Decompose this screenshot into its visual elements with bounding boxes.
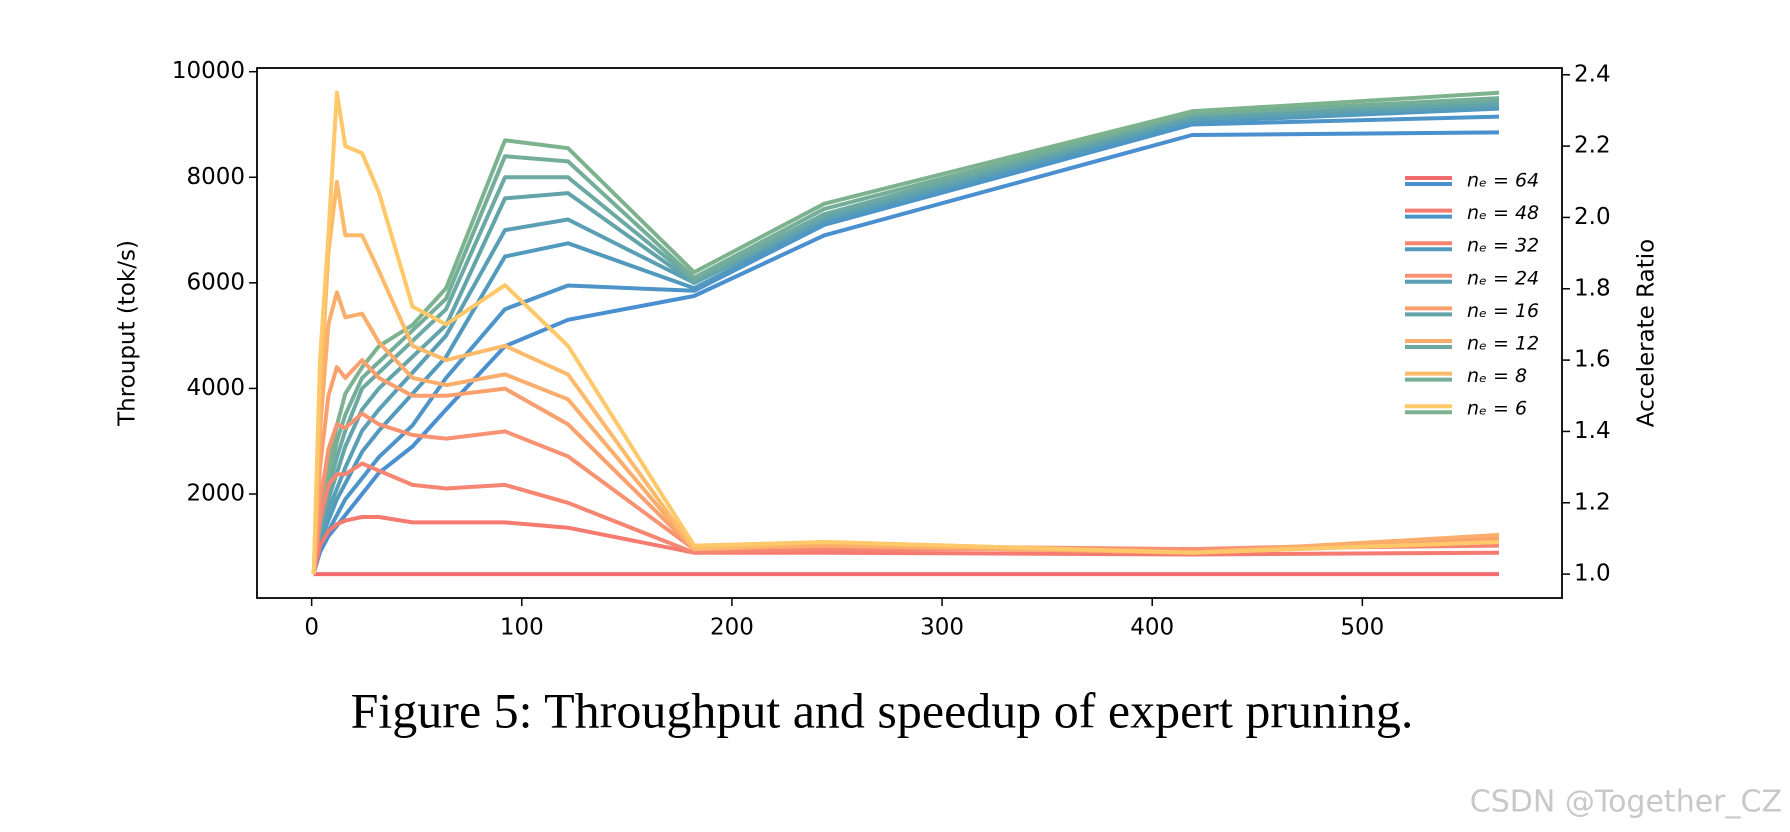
- legend-label: nₑ = 12: [1467, 333, 1539, 355]
- y-tick-label: 2000: [186, 481, 245, 507]
- series-line: [311, 358, 1500, 575]
- series-line: [311, 130, 1500, 574]
- y2-tick-label: 1.6: [1574, 347, 1611, 373]
- legend-label: nₑ = 32: [1467, 235, 1539, 257]
- y-tick-label: 8000: [186, 164, 245, 190]
- y2-tick-label: 2.2: [1574, 133, 1611, 159]
- legend-label: nₑ = 24: [1467, 267, 1539, 289]
- y-tick-label: 4000: [186, 375, 245, 401]
- y-tick-label: 6000: [186, 269, 245, 295]
- y2-axis-label: Accelerate Ratio: [1634, 239, 1660, 427]
- legend-label: nₑ = 48: [1467, 202, 1539, 224]
- caption: Figure 5: Throughput and speedup of expe…: [351, 682, 1414, 738]
- y-axis-label: Throuput (tok/s): [115, 240, 141, 427]
- x-tick-label: 100: [500, 615, 544, 641]
- series-line: [311, 101, 1500, 574]
- legend-label: nₑ = 16: [1467, 300, 1539, 322]
- series-line: [311, 96, 1500, 574]
- y2-tick-label: 1.2: [1574, 489, 1611, 515]
- series-line: [311, 461, 1500, 575]
- y2-tick-label: 1.8: [1574, 275, 1611, 301]
- y2-tick-label: 2.0: [1574, 204, 1611, 230]
- legend-label: nₑ = 8: [1467, 365, 1527, 387]
- x-tick-label: 200: [710, 615, 754, 641]
- x-tick-label: 0: [304, 615, 319, 641]
- series-line: [311, 114, 1500, 574]
- y-tick-label: 10000: [172, 58, 245, 84]
- y2-tick-label: 1.4: [1574, 418, 1611, 444]
- x-tick-label: 500: [1340, 615, 1384, 641]
- legend-label: nₑ = 64: [1467, 170, 1539, 192]
- series-line: [311, 90, 1500, 575]
- watermark: CSDN @Together_CZ: [1470, 785, 1782, 820]
- series-line: [311, 515, 1500, 575]
- x-tick-label: 400: [1130, 615, 1174, 641]
- series-line: [311, 90, 1500, 574]
- y2-tick-label: 1.0: [1574, 561, 1611, 587]
- series-line: [311, 290, 1500, 575]
- x-tick-label: 300: [920, 615, 964, 641]
- plot-frame: [256, 67, 1563, 599]
- y2-tick-label: 2.4: [1574, 61, 1611, 87]
- legend-label: nₑ = 6: [1467, 398, 1527, 420]
